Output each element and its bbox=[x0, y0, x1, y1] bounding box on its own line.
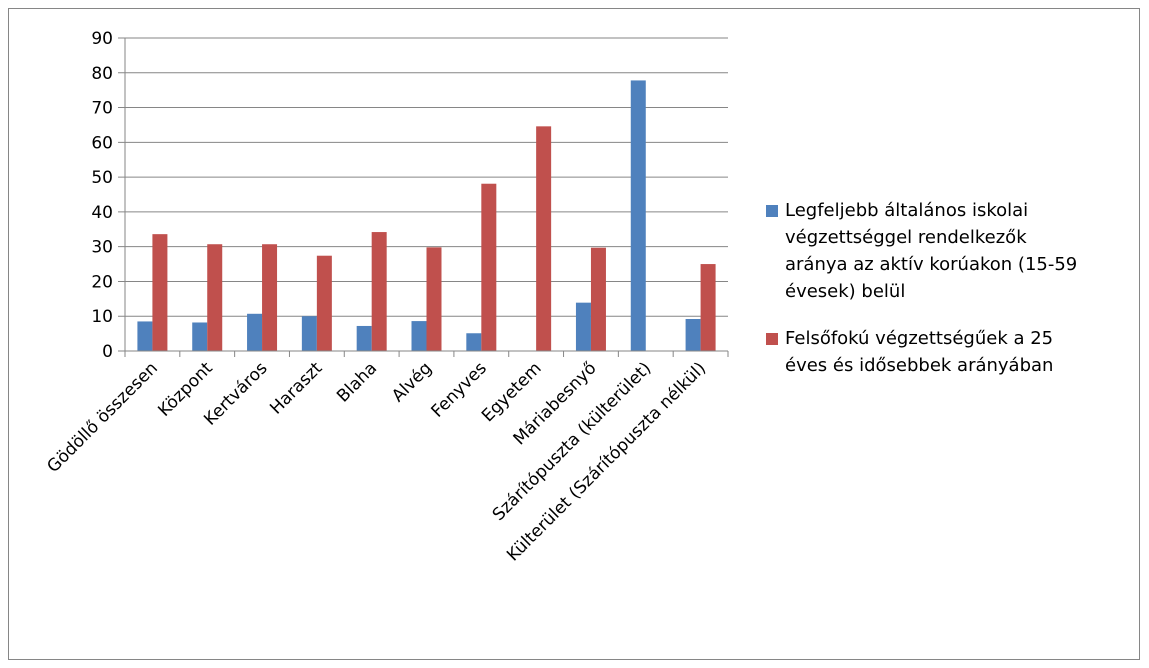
y-tick-label: 70 bbox=[91, 99, 113, 119]
y-tick-label: 80 bbox=[91, 64, 113, 84]
bar-series1-9 bbox=[630, 80, 646, 352]
legend-label: éves és idősebbek arányában bbox=[785, 355, 1053, 376]
y-tick-label: 50 bbox=[91, 168, 113, 188]
bar-series1-1 bbox=[192, 322, 208, 351]
bar-series2-7 bbox=[536, 126, 552, 351]
y-tick-label: 40 bbox=[91, 203, 113, 223]
bar-series1-3 bbox=[301, 316, 317, 351]
bar-series2-5 bbox=[426, 247, 442, 351]
bar-series2-2 bbox=[262, 244, 278, 351]
y-tick-label: 60 bbox=[91, 133, 113, 153]
x-category-label: Gödöllő összesen bbox=[43, 358, 162, 477]
y-tick-label: 20 bbox=[91, 272, 113, 292]
bar-series1-6 bbox=[466, 333, 482, 351]
x-category-label: Alvég bbox=[388, 358, 436, 406]
bar-series2-6 bbox=[481, 183, 497, 351]
y-tick-label: 30 bbox=[91, 238, 113, 258]
y-tick-label: 0 bbox=[102, 342, 113, 362]
y-tick-label: 90 bbox=[91, 29, 113, 49]
bar-series2-4 bbox=[371, 232, 387, 351]
legend-swatch-series2 bbox=[766, 333, 778, 345]
bar-series2-10 bbox=[700, 264, 716, 351]
x-category-label: Blaha bbox=[333, 358, 381, 406]
bar-series1-0 bbox=[137, 321, 153, 351]
legend-label: évesek) belül bbox=[785, 281, 905, 302]
bar-series2-3 bbox=[316, 255, 332, 351]
bar-series1-10 bbox=[685, 319, 701, 351]
legend-label: Legfeljebb általános iskolai bbox=[785, 200, 1028, 221]
bar-series1-2 bbox=[247, 313, 263, 351]
legend-label: végzettséggel rendelkezők bbox=[785, 227, 1027, 248]
y-tick-label: 10 bbox=[91, 307, 113, 327]
bar-series1-8 bbox=[575, 302, 591, 351]
bar-series1-4 bbox=[356, 325, 372, 351]
legend-label: Felsőfokú végzettségűek a 25 bbox=[785, 328, 1053, 349]
bar-series1-5 bbox=[411, 321, 427, 351]
legend-swatch-series1 bbox=[766, 205, 778, 217]
bar-series2-1 bbox=[207, 244, 223, 351]
bar-series2-8 bbox=[590, 247, 606, 351]
bar-series2-0 bbox=[152, 234, 168, 351]
x-category-label: Külterület (Szárítópuszta nélkül) bbox=[503, 358, 710, 565]
x-category-label: Haraszt bbox=[266, 358, 326, 418]
legend-label: aránya az aktív korúakon (15-59 bbox=[785, 254, 1077, 275]
